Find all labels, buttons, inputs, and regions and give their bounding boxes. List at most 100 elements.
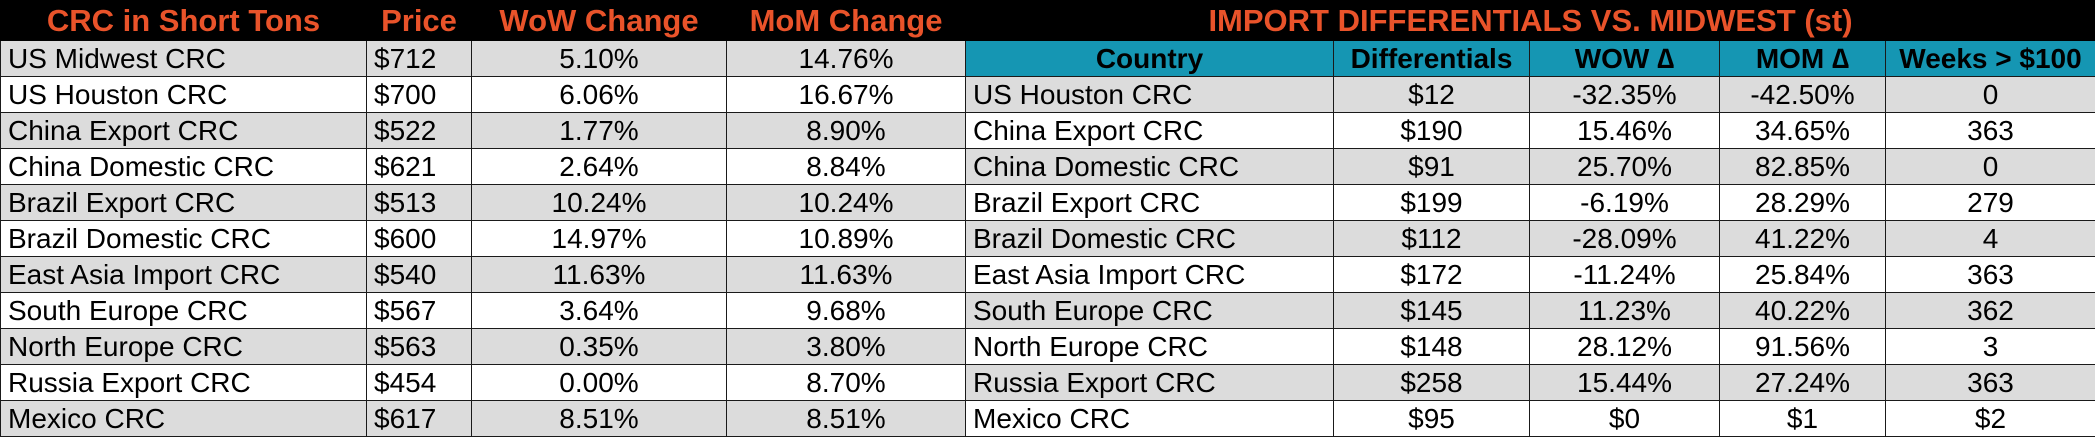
cell-price: $522 (366, 112, 472, 149)
cell-mom: 91.56% (1719, 328, 1886, 365)
cell-price: $617 (366, 400, 472, 437)
cell-mom: 10.89% (726, 220, 966, 257)
cell-name: North Europe CRC (0, 328, 367, 365)
cell-diff: $199 (1333, 184, 1530, 221)
cell-wow: 6.06% (471, 76, 727, 113)
header-weeks-over-100: Weeks > $100 (1885, 40, 2095, 77)
cell-wow: 3.64% (471, 292, 727, 329)
cell-wow: $0 (1529, 400, 1720, 437)
table-row: North Europe CRC $563 0.35% 3.80% (0, 328, 966, 365)
cell-wow: 11.23% (1529, 292, 1720, 329)
cell-price: $540 (366, 256, 472, 293)
cell-country: Brazil Domestic CRC (965, 220, 1334, 257)
table-row: US Midwest CRC $712 5.10% 14.76% (0, 40, 966, 77)
cell-mom: 28.29% (1719, 184, 1886, 221)
table-row: South Europe CRC $567 3.64% 9.68% (0, 292, 966, 329)
header-country: Country (965, 40, 1334, 77)
import-differentials-table: IMPORT DIFFERENTIALS VS. MIDWEST (st) Co… (965, 0, 2095, 437)
table-row: China Domestic CRC $621 2.64% 8.84% (0, 148, 966, 185)
cell-wow: 11.63% (471, 256, 727, 293)
cell-name: Brazil Export CRC (0, 184, 367, 221)
cell-wow: 0.35% (471, 328, 727, 365)
cell-country: South Europe CRC (965, 292, 1334, 329)
cell-mom: 3.80% (726, 328, 966, 365)
crc-table-header-row: CRC in Short Tons Price WoW Change MoM C… (0, 0, 966, 41)
header-wow-change: WoW Change (471, 0, 727, 41)
cell-diff: $172 (1333, 256, 1530, 293)
table-row: Russia Export CRC $258 15.44% 27.24% 363 (965, 364, 2095, 401)
cell-weeks: 363 (1885, 256, 2095, 293)
cell-name: US Midwest CRC (0, 40, 367, 77)
cell-wow: 10.24% (471, 184, 727, 221)
cell-name: China Domestic CRC (0, 148, 367, 185)
cell-name: East Asia Import CRC (0, 256, 367, 293)
cell-mom: 8.70% (726, 364, 966, 401)
cell-mom: 40.22% (1719, 292, 1886, 329)
table-row: China Export CRC $522 1.77% 8.90% (0, 112, 966, 149)
cell-price: $513 (366, 184, 472, 221)
cell-diff: $91 (1333, 148, 1530, 185)
cell-name: US Houston CRC (0, 76, 367, 113)
table-row: Mexico CRC $617 8.51% 8.51% (0, 400, 966, 437)
table-row: US Houston CRC $12 -32.35% -42.50% 0 (965, 76, 2095, 113)
cell-mom: 27.24% (1719, 364, 1886, 401)
header-differentials: Differentials (1333, 40, 1530, 77)
table-row: Brazil Domestic CRC $112 -28.09% 41.22% 4 (965, 220, 2095, 257)
table-row: East Asia Import CRC $540 11.63% 11.63% (0, 256, 966, 293)
cell-price: $700 (366, 76, 472, 113)
cell-mom: 9.68% (726, 292, 966, 329)
header-mom-delta: MOM ∆ (1719, 40, 1886, 77)
cell-weeks: 279 (1885, 184, 2095, 221)
cell-wow: 14.97% (471, 220, 727, 257)
table-row: Brazil Export CRC $513 10.24% 10.24% (0, 184, 966, 221)
cell-mom: 10.24% (726, 184, 966, 221)
cell-wow: 15.46% (1529, 112, 1720, 149)
cell-weeks: 363 (1885, 364, 2095, 401)
cell-price: $563 (366, 328, 472, 365)
table-row: China Domestic CRC $91 25.70% 82.85% 0 (965, 148, 2095, 185)
crc-table-body: US Midwest CRC $712 5.10% 14.76% US Houston … (0, 40, 966, 437)
cell-wow: -6.19% (1529, 184, 1720, 221)
cell-mom: 41.22% (1719, 220, 1886, 257)
cell-name: China Export CRC (0, 112, 367, 149)
table-row: Mexico CRC $95 $0 $1 $2 (965, 400, 2095, 437)
cell-mom: $1 (1719, 400, 1886, 437)
cell-mom: -42.50% (1719, 76, 1886, 113)
header-price: Price (366, 0, 472, 41)
cell-weeks: $2 (1885, 400, 2095, 437)
cell-wow: -28.09% (1529, 220, 1720, 257)
cell-wow: 15.44% (1529, 364, 1720, 401)
cell-wow: 2.64% (471, 148, 727, 185)
cell-mom: 8.84% (726, 148, 966, 185)
cell-weeks: 0 (1885, 148, 2095, 185)
cell-name: Brazil Domestic CRC (0, 220, 367, 257)
cell-name: South Europe CRC (0, 292, 367, 329)
cell-country: China Domestic CRC (965, 148, 1334, 185)
header-wow-delta: WOW ∆ (1529, 40, 1720, 77)
cell-weeks: 4 (1885, 220, 2095, 257)
cell-country: North Europe CRC (965, 328, 1334, 365)
cell-mom: 25.84% (1719, 256, 1886, 293)
cell-wow: -11.24% (1529, 256, 1720, 293)
cell-diff: $95 (1333, 400, 1530, 437)
cell-diff: $145 (1333, 292, 1530, 329)
cell-mom: 8.90% (726, 112, 966, 149)
cell-mom: 14.76% (726, 40, 966, 77)
cell-price: $712 (366, 40, 472, 77)
cell-mom: 34.65% (1719, 112, 1886, 149)
cell-name: Mexico CRC (0, 400, 367, 437)
cell-country: Russia Export CRC (965, 364, 1334, 401)
cell-weeks: 363 (1885, 112, 2095, 149)
cell-wow: 5.10% (471, 40, 727, 77)
table-row: North Europe CRC $148 28.12% 91.56% 3 (965, 328, 2095, 365)
differentials-header-row: Country Differentials WOW ∆ MOM ∆ Weeks … (965, 40, 2095, 77)
differentials-title-row: IMPORT DIFFERENTIALS VS. MIDWEST (st) (965, 0, 2095, 41)
cell-country: Mexico CRC (965, 400, 1334, 437)
table-row: Brazil Domestic CRC $600 14.97% 10.89% (0, 220, 966, 257)
cell-wow: 0.00% (471, 364, 727, 401)
cell-diff: $12 (1333, 76, 1530, 113)
cell-weeks: 0 (1885, 76, 2095, 113)
table-row: China Export CRC $190 15.46% 34.65% 363 (965, 112, 2095, 149)
cell-wow: 1.77% (471, 112, 727, 149)
cell-price: $454 (366, 364, 472, 401)
